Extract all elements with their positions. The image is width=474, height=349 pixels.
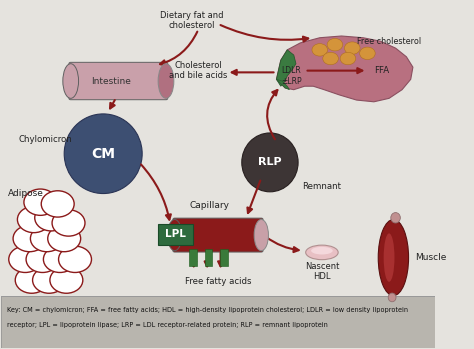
Text: Adipose: Adipose — [8, 189, 44, 198]
Ellipse shape — [388, 293, 396, 302]
Text: RLP: RLP — [258, 157, 282, 168]
Circle shape — [59, 246, 91, 273]
Ellipse shape — [383, 233, 394, 282]
Text: Cholesterol
and bile acids: Cholesterol and bile acids — [169, 61, 228, 80]
FancyBboxPatch shape — [1, 296, 435, 348]
Polygon shape — [276, 79, 290, 90]
Circle shape — [35, 205, 68, 231]
Circle shape — [13, 225, 46, 252]
Ellipse shape — [167, 220, 182, 251]
Ellipse shape — [306, 245, 338, 260]
Text: Capillary: Capillary — [189, 201, 229, 210]
Text: Free cholesterol: Free cholesterol — [356, 37, 421, 46]
Text: LDLR
±LRP: LDLR ±LRP — [281, 66, 301, 86]
Text: Free fatty acids: Free fatty acids — [185, 277, 251, 286]
Circle shape — [9, 246, 42, 273]
Text: Key: CM = chylomicron; FFA = free fatty acids; HDL = high-density lipoprotein ch: Key: CM = chylomicron; FFA = free fatty … — [7, 307, 408, 313]
Circle shape — [41, 191, 74, 217]
Circle shape — [312, 44, 328, 56]
Polygon shape — [276, 50, 296, 86]
Polygon shape — [276, 36, 413, 102]
Text: LPL: LPL — [165, 229, 186, 239]
Text: CM: CM — [91, 147, 115, 161]
Circle shape — [360, 47, 375, 60]
Circle shape — [50, 267, 83, 293]
Circle shape — [340, 52, 356, 65]
Ellipse shape — [391, 213, 401, 223]
Text: Intestine: Intestine — [91, 76, 131, 86]
FancyBboxPatch shape — [205, 249, 212, 266]
Ellipse shape — [63, 64, 79, 98]
Circle shape — [44, 246, 76, 273]
FancyBboxPatch shape — [173, 218, 263, 252]
Text: Dietary fat and
cholesterol: Dietary fat and cholesterol — [160, 11, 224, 30]
Ellipse shape — [158, 64, 174, 98]
Text: Nascent
HDL: Nascent HDL — [305, 262, 339, 281]
Ellipse shape — [378, 220, 409, 296]
FancyBboxPatch shape — [220, 249, 228, 266]
Circle shape — [345, 42, 360, 54]
FancyBboxPatch shape — [158, 224, 193, 245]
Text: Chylomicron: Chylomicron — [18, 135, 73, 144]
Ellipse shape — [254, 220, 268, 251]
Circle shape — [48, 225, 81, 252]
Circle shape — [15, 267, 48, 293]
Circle shape — [24, 189, 57, 215]
Text: FFA: FFA — [374, 66, 389, 75]
Ellipse shape — [64, 114, 142, 194]
Text: Remnant: Remnant — [302, 182, 341, 191]
Circle shape — [327, 38, 343, 51]
Text: receptor; LPL = lipoprotein lipase; LRP = LDL receptor-related protein; RLP = re: receptor; LPL = lipoprotein lipase; LRP … — [7, 322, 328, 328]
Text: Muscle: Muscle — [415, 253, 447, 262]
Circle shape — [33, 267, 65, 293]
FancyBboxPatch shape — [190, 249, 197, 266]
FancyBboxPatch shape — [69, 62, 168, 100]
Circle shape — [26, 246, 59, 273]
Circle shape — [52, 210, 85, 236]
Circle shape — [18, 206, 50, 233]
Circle shape — [323, 52, 338, 65]
Ellipse shape — [311, 247, 333, 254]
Ellipse shape — [242, 133, 298, 192]
Circle shape — [30, 225, 64, 252]
